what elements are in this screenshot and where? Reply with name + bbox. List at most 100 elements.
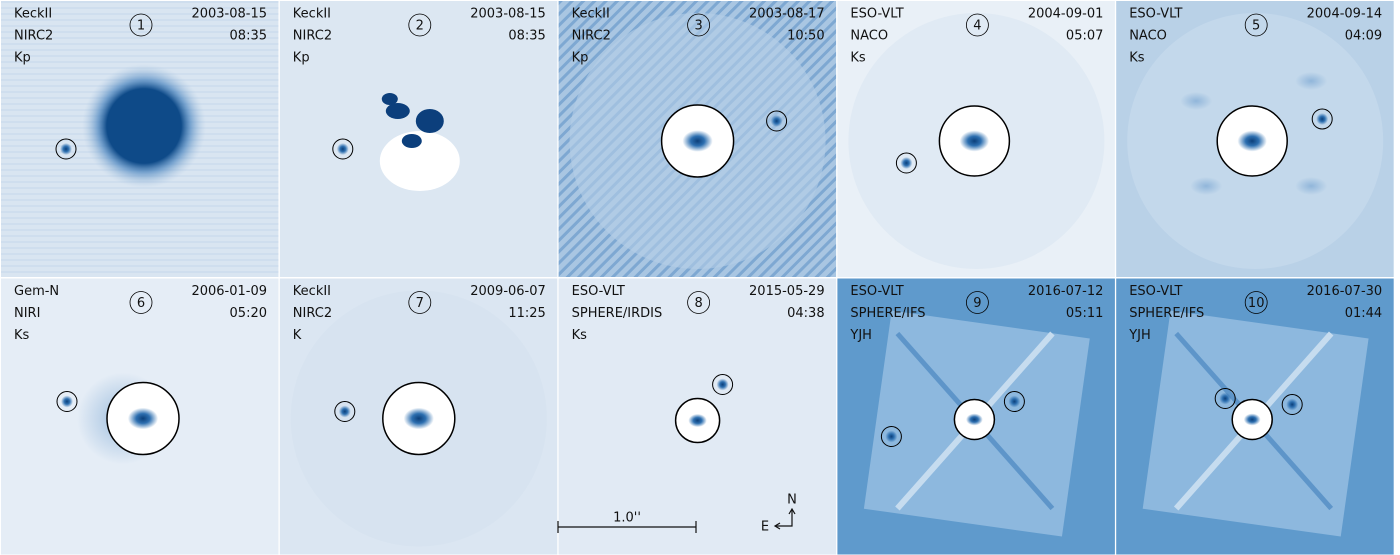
telescope: KeckII [293, 7, 331, 22]
companion-marker [56, 391, 78, 412]
primary-star [403, 407, 434, 430]
companion [1219, 392, 1232, 405]
epoch-badge [408, 291, 432, 314]
telescope: KeckII [14, 7, 52, 22]
telescope: KeckII [572, 7, 610, 22]
epoch-badge [966, 13, 989, 37]
instrument: NIRC2 [572, 29, 611, 44]
epoch-number: 6 [137, 296, 145, 311]
scale-bar [557, 521, 697, 533]
speckle [1295, 72, 1328, 90]
epoch-number: 8 [694, 296, 702, 311]
time: 04:38 [787, 306, 824, 321]
panel: Gem-N NIRI Ks 6 2006-01-09 05:20 [1, 278, 279, 555]
filter: Kp [14, 51, 31, 66]
residual [415, 109, 444, 133]
companion-marker [1311, 108, 1333, 130]
primary-star [688, 413, 707, 428]
companion [1286, 398, 1299, 411]
companion-marker [334, 401, 356, 422]
date: 2004-09-14 [1307, 7, 1383, 22]
panel: KeckII NIRC2 Kp 1 2003-08-15 08:35 [1, 1, 279, 277]
residual [379, 131, 460, 191]
epoch-number: 5 [1252, 19, 1260, 34]
epoch-badge [129, 291, 153, 314]
date: 2009-06-07 [470, 284, 546, 299]
companion [338, 405, 351, 418]
date: 2003-08-17 [749, 7, 825, 22]
filter: YJH [849, 328, 872, 343]
instrument: SPHERE/IRDIS [572, 306, 663, 321]
time: 08:35 [508, 29, 545, 44]
time: 08:35 [230, 29, 267, 44]
telescope: ESO-VLT [850, 284, 903, 299]
panel: ESO-VLT SPHERE/IFS YJH 10 2016-07-30 01:44 [1116, 278, 1394, 555]
companion [1316, 113, 1329, 125]
companion-marker [712, 374, 734, 395]
speckle [1190, 177, 1223, 195]
date: 2016-07-30 [1307, 284, 1383, 299]
filter: YJH [1128, 328, 1151, 343]
primary-star [1237, 130, 1267, 152]
epoch-badge [408, 13, 432, 37]
telescope: ESO-VLT [572, 284, 625, 299]
telescope: Gem-N [14, 284, 59, 299]
epoch-number: 2 [416, 19, 424, 34]
time: 01:44 [1345, 306, 1382, 321]
filter: Ks [572, 328, 588, 343]
companion-marker [1003, 391, 1025, 412]
compass-east: E [761, 520, 769, 535]
panel: ESO-VLT NACO Ks 5 2004-09-14 04:09 [1116, 1, 1394, 277]
primary-star [82, 64, 206, 188]
instrument: NACO [850, 29, 888, 44]
filter: K [293, 328, 302, 343]
companion [61, 395, 73, 408]
filter: Ks [1129, 51, 1145, 66]
date: 2003-08-15 [470, 7, 546, 22]
residual [401, 134, 422, 148]
primary-star [959, 130, 990, 152]
telescope: KeckII [293, 284, 331, 299]
time: 11:25 [508, 306, 545, 321]
filter: Kp [572, 51, 589, 66]
companion-marker [880, 426, 902, 447]
instrument: SPHERE/IFS [1129, 306, 1204, 321]
compass-north: N [787, 493, 797, 508]
panel: KeckII NIRC2 K 7 2009-06-07 11:25 [279, 278, 558, 555]
telescope: ESO-VLT [1129, 7, 1182, 22]
filter: Ks [850, 51, 866, 66]
primary-star [966, 413, 983, 426]
companion [336, 143, 349, 155]
primary-star [1243, 413, 1261, 426]
compass [773, 507, 796, 530]
companion-marker [895, 152, 917, 174]
filter: Ks [14, 328, 30, 343]
instrument: NACO [1129, 29, 1167, 44]
primary-star [127, 407, 159, 430]
epoch-number: 9 [973, 296, 981, 311]
date: 2015-05-29 [749, 284, 825, 299]
scale-bar-label: 1.0'' [613, 511, 641, 526]
date: 2016-07-12 [1028, 284, 1104, 299]
date: 2006-01-09 [191, 284, 267, 299]
speckle [1295, 177, 1328, 195]
time: 05:07 [1066, 29, 1103, 44]
epoch-number: 1 [137, 19, 145, 34]
companion-marker [1214, 388, 1236, 409]
instrument: NIRC2 [14, 29, 53, 44]
speckle [1180, 92, 1213, 110]
companion-marker [55, 138, 77, 160]
epoch-badge [1244, 291, 1268, 314]
epoch-number: 7 [416, 296, 424, 311]
time: 05:20 [230, 306, 267, 321]
instrument: NIRI [14, 306, 40, 321]
panel: ESO-VLT SPHERE/IFS YJH 9 2016-07-12 05:11 [837, 278, 1115, 555]
companion [770, 115, 783, 127]
panel: ESO-VLT SPHERE/IRDIS Ks 8 2015-05-29 04:38 [558, 278, 837, 555]
companion [1008, 395, 1021, 408]
time: 10:50 [787, 29, 824, 44]
time: 05:11 [1066, 306, 1103, 321]
companion [885, 430, 898, 443]
